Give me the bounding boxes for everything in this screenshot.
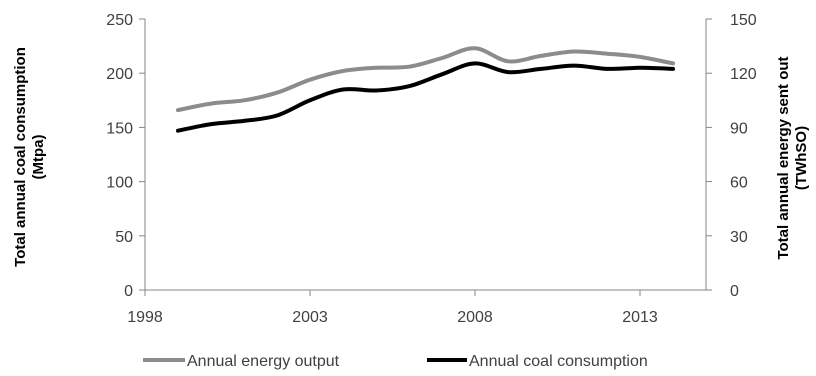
- legend: Annual energy output Annual coal consumpt…: [143, 353, 648, 370]
- left-axis-title-line: (Mtpa): [30, 135, 47, 180]
- left-axis-title: Total annual coal consumption(Mtpa): [12, 47, 47, 267]
- right-axis-title-line: Total annual energy sent out: [775, 56, 792, 259]
- x-tick-label: 2008: [457, 309, 493, 326]
- series-layer: [176, 46, 675, 133]
- right-axis-title: Total annual energy sent out(TWhSO): [775, 56, 810, 259]
- x-tick-label: 2003: [292, 309, 328, 326]
- right-axis-title-line: (TWhSO): [793, 126, 810, 190]
- right-y-tick-label: 150: [730, 12, 757, 29]
- right-y-tick-label: 120: [730, 66, 757, 83]
- left-y-tick-label: 100: [106, 175, 133, 192]
- left-axis-title-line: Total annual coal consumption: [12, 47, 29, 267]
- left-y-tick-label: 150: [106, 120, 133, 137]
- axes: 0 50 100 150 200 250 0 30 60 90 120 150 1998 2003 2008…: [106, 12, 757, 326]
- x-tick-label: 2013: [622, 309, 658, 326]
- series-line-annual-coal-consumption: [176, 61, 675, 133]
- right-y-tick-label: 90: [730, 120, 748, 137]
- right-y-tick-label: 30: [730, 229, 748, 246]
- left-y-tick-label: 50: [115, 229, 133, 246]
- left-y-tick-label: 250: [106, 12, 133, 29]
- left-y-tick-label: 200: [106, 66, 133, 83]
- legend-label: Annual energy output: [187, 353, 340, 370]
- x-tick-label: 1998: [127, 309, 163, 326]
- series-line-annual-energy-output: [176, 46, 675, 113]
- legend-item: Annual coal consumption: [427, 353, 648, 370]
- legend-label: Annual coal consumption: [469, 353, 648, 370]
- right-axis-title-text: Total annual energy sent out(TWhSO): [775, 56, 810, 259]
- right-y-tick-label: 60: [730, 175, 748, 192]
- right-y-tick-label: 0: [730, 283, 739, 300]
- legend-item: Annual energy output: [143, 353, 340, 370]
- left-axis-title-text: Total annual coal consumption(Mtpa): [12, 47, 47, 267]
- left-y-tick-label: 0: [124, 283, 133, 300]
